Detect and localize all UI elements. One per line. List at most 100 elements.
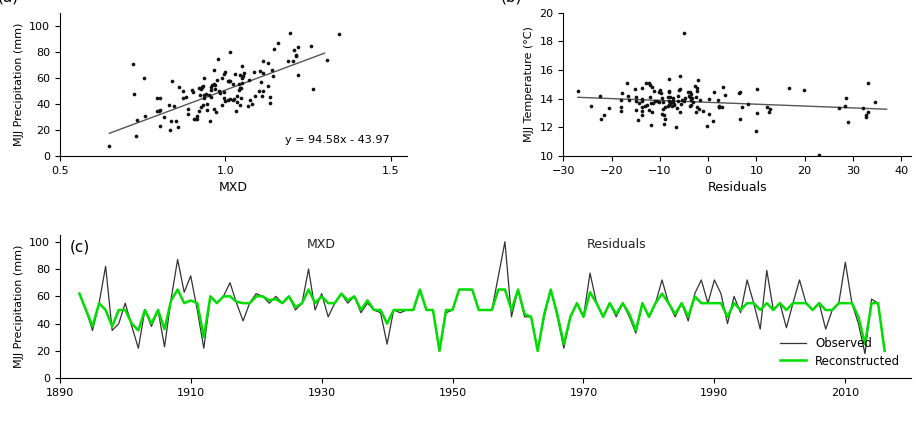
Point (187, 116, 202, 122)
Point (701, 95, 716, 102)
Point (860, 109, 875, 116)
Reconstructed (440, 307, 451, 312)
X-axis label: Residuals: Residuals (707, 181, 766, 194)
Observed (309, 307, 320, 312)
Point (711, 103, 726, 110)
Point (153, 106, 167, 113)
Point (149, 108, 164, 115)
Observed (224, 280, 235, 285)
Point (795, 86, 810, 93)
Text: MXD: MXD (307, 238, 335, 251)
Point (633, 108, 648, 114)
Point (207, 67, 221, 74)
Point (233, 94, 247, 101)
Point (619, 80, 634, 87)
Point (714, 104, 729, 111)
Point (634, 112, 649, 119)
Point (196, 91, 210, 98)
Point (682, 94, 697, 101)
Point (303, 42, 318, 49)
Point (222, 96, 237, 103)
Point (199, 107, 214, 113)
Point (647, 98, 662, 105)
Point (246, 69, 261, 76)
Point (289, 51, 303, 58)
Point (634, 97, 649, 104)
Point (646, 88, 661, 94)
Point (172, 84, 187, 91)
Point (675, 97, 690, 104)
Point (126, 61, 141, 68)
Point (227, 70, 242, 77)
Point (263, 99, 278, 106)
Point (649, 97, 664, 104)
Point (204, 82, 219, 88)
Point (634, 103, 649, 110)
Point (221, 77, 236, 84)
Point (731, 89, 745, 96)
Point (255, 70, 270, 77)
Point (212, 90, 227, 97)
Point (583, 103, 597, 110)
Point (203, 93, 218, 100)
Point (210, 56, 225, 63)
Text: (c): (c) (70, 239, 90, 254)
Point (264, 67, 278, 74)
Point (216, 71, 231, 77)
Point (214, 75, 229, 82)
Point (290, 43, 305, 50)
Point (207, 85, 221, 92)
Point (867, 98, 881, 105)
Point (193, 103, 208, 110)
Point (280, 57, 295, 64)
Point (196, 102, 210, 109)
Text: (a): (a) (0, 0, 18, 4)
Point (244, 100, 259, 107)
Point (670, 97, 685, 104)
Point (211, 88, 226, 95)
Point (840, 119, 855, 125)
Point (230, 93, 244, 99)
Point (641, 80, 655, 87)
Point (688, 108, 703, 115)
Point (654, 110, 669, 117)
Point (593, 115, 607, 122)
Observed (74, 291, 85, 296)
Point (692, 97, 707, 104)
Point (663, 94, 677, 101)
Point (234, 79, 249, 86)
Point (860, 79, 875, 86)
Point (762, 106, 777, 113)
Point (663, 99, 677, 106)
Point (176, 88, 190, 95)
Point (176, 94, 190, 101)
Point (332, 31, 346, 37)
Point (195, 84, 210, 91)
Point (233, 85, 248, 92)
Point (156, 113, 171, 120)
Point (613, 103, 628, 110)
Point (136, 75, 151, 82)
Observed (545, 287, 556, 292)
Observed (126, 324, 137, 329)
Point (639, 102, 653, 108)
Point (261, 60, 276, 66)
Y-axis label: MJJ Temperature (°C): MJJ Temperature (°C) (524, 26, 533, 142)
Point (266, 72, 280, 79)
Point (221, 96, 235, 103)
Point (199, 101, 214, 108)
Point (166, 102, 181, 109)
Point (637, 102, 652, 109)
Point (759, 104, 774, 111)
Point (638, 80, 652, 87)
Point (253, 68, 267, 74)
Point (686, 82, 701, 89)
Point (666, 101, 681, 108)
Point (180, 106, 195, 113)
Point (255, 93, 269, 99)
Point (208, 82, 222, 88)
Point (255, 87, 270, 94)
Point (221, 78, 235, 85)
Reconstructed (231, 299, 242, 304)
Point (202, 118, 217, 125)
